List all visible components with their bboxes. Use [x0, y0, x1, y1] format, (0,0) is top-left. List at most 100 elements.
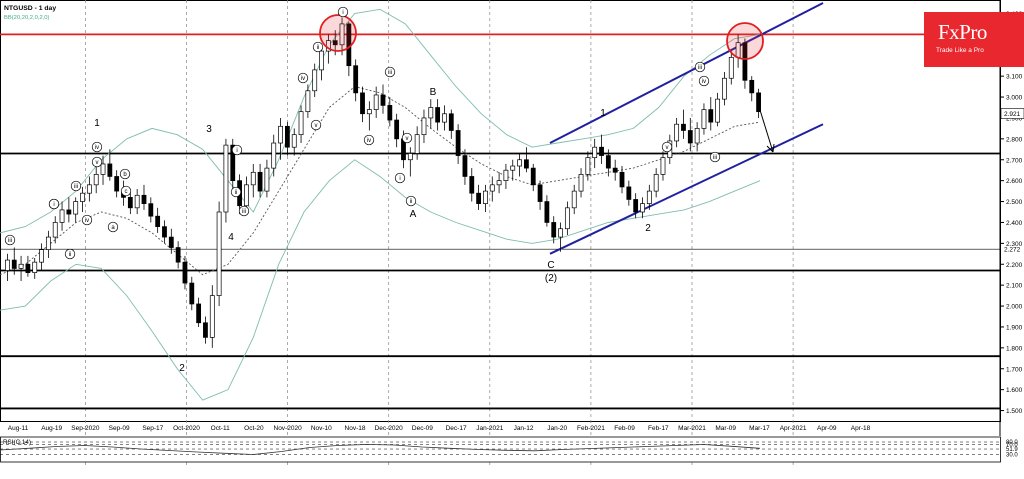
wave-label: (2): [545, 273, 557, 284]
wave-label-circled: c: [125, 189, 128, 195]
marked-price-label: 2.272: [1004, 247, 1021, 254]
brand-name: FxPro: [938, 20, 987, 44]
candle-body: [168, 236, 174, 248]
price-axis-label: 2.100: [1006, 283, 1023, 290]
candle-body: [332, 40, 338, 46]
wave-label-circle: [4, 234, 16, 246]
wave-label-circled: ii: [410, 199, 413, 205]
price-axis-label: 1.900: [1006, 324, 1023, 331]
time-axis-label: Jan-2021: [476, 425, 503, 432]
wave-label-circled: iii: [388, 70, 392, 76]
wave-label: 2: [179, 363, 185, 374]
candle-body: [394, 119, 400, 140]
candle-body: [39, 249, 44, 263]
wave-label-circle: [312, 41, 324, 53]
price-axis-label: 2.800: [1006, 136, 1023, 143]
candle-body: [633, 199, 639, 213]
indicator-label: BB(20,20,2,0,2,0): [4, 15, 50, 21]
candle-body: [18, 263, 24, 269]
time-axis-label: Mar-17: [749, 425, 770, 432]
candle-body: [298, 111, 304, 136]
time-axis-label: Feb-09: [614, 425, 635, 432]
wave-label-circle: [310, 119, 322, 131]
candle-body: [448, 113, 454, 131]
channel-lower-line: [549, 123, 824, 255]
candle-body: [223, 144, 229, 213]
price-axis-label: 2.000: [1006, 304, 1023, 311]
wave-label-circle: [238, 205, 250, 217]
wave-label-circle: [81, 214, 93, 226]
candle-body: [66, 209, 72, 215]
candle-body: [414, 134, 420, 154]
candle-body: [339, 23, 345, 46]
candle-body: [571, 190, 577, 209]
candle-body: [380, 94, 386, 106]
time-axis-label: Mar-2021: [678, 425, 706, 432]
time-axis-label: Dec-17: [446, 425, 467, 432]
candle-body: [592, 146, 598, 159]
wave-label-circled: iv: [702, 79, 706, 85]
wave-label-circled: ii: [317, 45, 320, 51]
projection-arrow-head: [766, 143, 775, 153]
channel-upper-line: [549, 2, 824, 144]
candle-body: [544, 201, 550, 223]
candle-body: [640, 203, 645, 213]
candle-body: [59, 209, 65, 223]
candle-body: [230, 144, 236, 181]
candle-body: [428, 107, 434, 119]
candle-body: [660, 157, 666, 175]
wave-label-circle: [48, 198, 60, 210]
candle-body: [387, 105, 393, 121]
wave-label-circle: [297, 72, 309, 84]
rsi-axis-label: 70.0: [1006, 443, 1018, 449]
candle-body: [11, 259, 17, 269]
time-axis-label: Jan-12: [514, 425, 534, 432]
wave-label-circle: [363, 134, 375, 146]
rsi-axis-label: 80.0: [1006, 440, 1018, 446]
candle-body: [585, 157, 591, 175]
candle-body: [708, 109, 714, 123]
candle-body: [742, 42, 748, 81]
price-axis-label: 2.700: [1006, 157, 1023, 164]
current-price-label: 2.921: [1004, 111, 1021, 118]
candle-body: [189, 282, 195, 305]
candle-body: [25, 263, 31, 273]
time-axis-label: Nov-10: [311, 425, 332, 432]
candle-body: [558, 228, 563, 238]
candle-body: [619, 171, 625, 188]
bollinger-lower: [0, 159, 761, 401]
candle-body: [551, 222, 557, 238]
candle-body: [722, 77, 727, 100]
time-axis-label: Oct-2020: [173, 425, 200, 432]
candle-body: [749, 79, 755, 94]
wave-label-circled: v: [96, 160, 99, 166]
wave-label: A: [410, 209, 417, 220]
candle-body: [496, 180, 502, 186]
price-axis-label: 3.100: [1006, 74, 1023, 81]
candle-body: [517, 159, 522, 167]
wave-label-circle: [119, 168, 131, 180]
wave-label: 1: [600, 108, 606, 119]
candle-body: [312, 69, 318, 92]
candle-body: [687, 130, 693, 144]
candle-body: [5, 259, 10, 271]
candle-body: [564, 207, 570, 230]
current-price-box: [1000, 108, 1024, 119]
time-axis-label: Feb-2021: [577, 425, 605, 432]
wave-label-circled: iii: [698, 65, 702, 71]
time-axis-label: Apr-18: [851, 425, 871, 432]
candle-body: [503, 169, 509, 181]
wave-label-circle: [698, 75, 710, 87]
candle-body: [653, 174, 659, 192]
wave-label-circled: v: [315, 123, 318, 129]
brand-tagline: Trade Like a Pro: [936, 47, 984, 54]
price-axis-label: 3.000: [1006, 95, 1023, 102]
time-axis-label: Aug-11: [8, 425, 29, 432]
candle-body: [319, 50, 324, 71]
wave-label-circle: [384, 66, 396, 78]
wave-label-circle: [709, 151, 721, 163]
candle-body: [756, 92, 761, 113]
candle-body: [407, 153, 413, 161]
